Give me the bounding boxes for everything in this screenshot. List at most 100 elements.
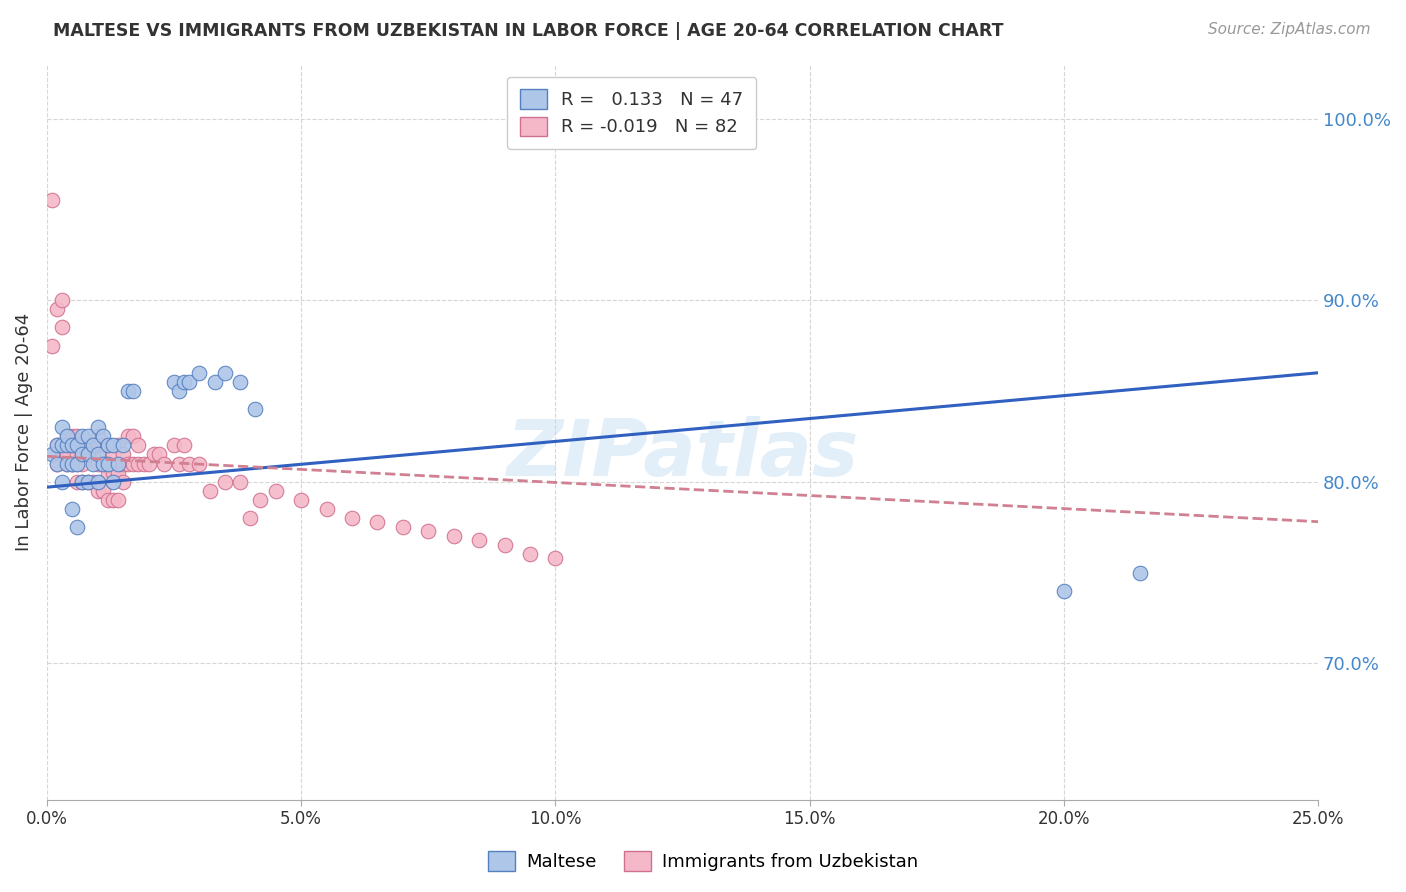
- Point: [392, 520, 415, 534]
- Point: [60, 438, 83, 452]
- Point: [544, 551, 567, 566]
- Point: [82, 438, 104, 452]
- Point: [127, 457, 149, 471]
- Point: [101, 448, 124, 462]
- Point: [51, 438, 73, 452]
- Point: [56, 448, 79, 462]
- Point: [46, 438, 69, 452]
- Point: [229, 375, 252, 389]
- Point: [179, 375, 201, 389]
- Point: [117, 384, 139, 398]
- Point: [60, 429, 83, 443]
- Point: [97, 438, 120, 452]
- Point: [340, 511, 363, 525]
- Point: [72, 448, 94, 462]
- Text: ZIPatlas: ZIPatlas: [506, 416, 859, 491]
- Point: [264, 483, 287, 498]
- Point: [112, 457, 135, 471]
- Point: [173, 438, 195, 452]
- Point: [122, 457, 145, 471]
- Point: [87, 448, 110, 462]
- Point: [122, 384, 145, 398]
- Point: [468, 533, 491, 547]
- Point: [107, 466, 129, 480]
- Point: [117, 457, 139, 471]
- Point: [153, 457, 176, 471]
- Point: [82, 448, 104, 462]
- Point: [76, 448, 98, 462]
- Point: [97, 492, 120, 507]
- Point: [56, 438, 79, 452]
- Point: [41, 194, 63, 208]
- Point: [245, 402, 267, 417]
- Point: [229, 475, 252, 489]
- Point: [142, 448, 165, 462]
- Point: [56, 438, 79, 452]
- Point: [101, 475, 124, 489]
- Point: [101, 438, 124, 452]
- Point: [82, 457, 104, 471]
- Point: [66, 457, 89, 471]
- Point: [76, 438, 98, 452]
- Legend: R =   0.133   N = 47, R = -0.019   N = 82: R = 0.133 N = 47, R = -0.019 N = 82: [508, 77, 756, 149]
- Point: [418, 524, 440, 538]
- Point: [82, 475, 104, 489]
- Point: [56, 429, 79, 443]
- Point: [188, 457, 211, 471]
- Point: [51, 293, 73, 307]
- Point: [91, 438, 114, 452]
- Point: [107, 492, 129, 507]
- Point: [51, 320, 73, 334]
- Point: [41, 448, 63, 462]
- Point: [1053, 583, 1076, 598]
- Point: [51, 475, 73, 489]
- Point: [60, 457, 83, 471]
- Point: [72, 448, 94, 462]
- Point: [41, 338, 63, 352]
- Text: Source: ZipAtlas.com: Source: ZipAtlas.com: [1208, 22, 1371, 37]
- Point: [173, 375, 195, 389]
- Point: [51, 420, 73, 434]
- Point: [76, 475, 98, 489]
- Point: [519, 547, 541, 561]
- Point: [239, 511, 262, 525]
- Point: [91, 457, 114, 471]
- Point: [290, 492, 312, 507]
- Point: [72, 475, 94, 489]
- Point: [66, 448, 89, 462]
- Point: [72, 457, 94, 471]
- Point: [198, 483, 221, 498]
- Point: [87, 457, 110, 471]
- Point: [72, 438, 94, 452]
- Point: [132, 457, 155, 471]
- Point: [204, 375, 226, 389]
- Point: [76, 429, 98, 443]
- Point: [66, 520, 89, 534]
- Point: [66, 475, 89, 489]
- Point: [249, 492, 271, 507]
- Point: [148, 448, 170, 462]
- Point: [66, 438, 89, 452]
- Point: [167, 384, 190, 398]
- Point: [46, 457, 69, 471]
- Point: [72, 429, 94, 443]
- Point: [138, 457, 160, 471]
- Point: [494, 538, 516, 552]
- Point: [117, 429, 139, 443]
- Point: [366, 515, 388, 529]
- Point: [112, 475, 135, 489]
- Point: [56, 429, 79, 443]
- Point: [214, 475, 236, 489]
- Point: [72, 475, 94, 489]
- Point: [60, 502, 83, 516]
- Point: [46, 302, 69, 317]
- Point: [188, 366, 211, 380]
- Point: [91, 457, 114, 471]
- Point: [97, 466, 120, 480]
- Point: [167, 457, 190, 471]
- Point: [443, 529, 465, 543]
- Point: [107, 457, 129, 471]
- Point: [66, 457, 89, 471]
- Point: [122, 429, 145, 443]
- Point: [66, 429, 89, 443]
